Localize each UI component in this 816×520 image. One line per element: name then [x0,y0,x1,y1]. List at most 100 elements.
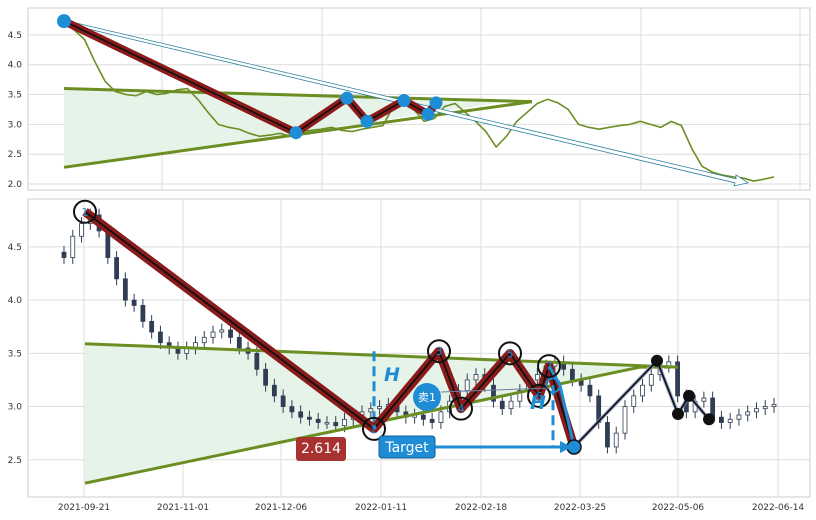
bottom-panel: 2.5 3.0 3.5 4.0 4.5 2021-09-21 2021-11-0… [8,198,811,513]
breakout-marker [545,377,561,394]
pattern-point-circle [73,199,97,224]
post-pattern-point [672,407,684,420]
candle-body [534,374,540,381]
candle-body [640,384,645,397]
candle-body [727,418,733,423]
bottom-y-tick-label: 3.0 [8,403,23,413]
candle-body [219,329,225,333]
candle-body [675,361,680,397]
pattern-point-label: 5 [507,347,514,360]
bottom-y-tick-label: 4.5 [8,243,22,253]
candle-body [745,411,751,416]
post-pattern-point [651,354,663,367]
candle-body [622,406,628,434]
x-tick-label: 2021-09-21 [58,503,110,513]
candle-body [307,416,312,420]
candle-body [499,400,505,410]
candle-body [263,368,269,386]
h-measure-label: H [530,392,546,414]
post-pattern-point [683,389,695,402]
candle-body [324,422,330,425]
zigzag-core [84,211,575,448]
pattern-point-label: 1 [82,206,89,219]
x-tick-label: 2022-03-25 [554,503,606,513]
candle-body [517,390,523,402]
candle-body [70,235,76,258]
candle-body [464,379,470,391]
candle-body [771,404,777,407]
candle-body [754,408,759,413]
candle-body [605,422,610,448]
candle-body [377,406,382,410]
pattern-point [429,96,443,110]
candle-body [333,422,339,427]
bottom-panel-frame [27,198,811,498]
pattern-point [340,91,354,105]
x-tick-label: 2022-01-11 [355,503,407,513]
breakout-value-box [296,437,346,461]
bottom-y-ticks: 2.5 3.0 3.5 4.0 4.5 [8,243,23,466]
top-panel: 2.0 2.5 3.0 3.5 4.0 4.5 [8,7,811,191]
candle-body [149,320,155,333]
x-tick-label: 2022-06-14 [752,503,805,513]
candle-body [701,397,707,402]
candle-body [438,411,444,423]
candle-body [210,331,216,338]
target-arrow-head [560,441,572,453]
top-y-tick-label: 4.5 [8,31,22,41]
pattern-point-circle [362,416,386,441]
breakout-value-label: 2.614 [301,441,341,457]
pattern-point [57,14,71,29]
candle-body [315,418,321,423]
candle-body [280,395,286,407]
candle-body [114,257,119,280]
pattern-point-circle [498,341,522,366]
pattern-point-label: 6 [536,390,543,403]
candle-body [368,408,374,413]
top-y-tick-label: 4.0 [8,61,23,71]
candle-body [473,374,479,381]
bottom-x-ticks: 2021-09-21 2021-11-01 2021-12-06 2022-01… [58,503,805,513]
candle-body [762,406,768,410]
x-tick-label: 2022-02-18 [455,503,508,513]
candle-body [508,400,514,410]
x-tick-label: 2021-12-06 [255,503,308,513]
candle-body [429,418,435,423]
top-y-tick-label: 2.5 [8,150,22,160]
pattern-point [360,114,374,128]
candle-body [569,368,575,381]
h-measure-label: H [384,364,400,386]
top-panel-frame [27,7,811,191]
candle-body [236,336,242,349]
candle-body [719,416,724,423]
candle-body [298,411,304,418]
top-y-tick-label: 3.0 [8,120,23,130]
candle-body [254,352,260,370]
bottom-y-tick-label: 2.5 [8,456,22,466]
sell-signal-pointer [440,387,551,393]
top-y-ticks: 2.0 2.5 3.0 3.5 4.0 4.5 [8,31,23,190]
top-y-tick-label: 2.0 [8,180,23,190]
pattern-point-label: 4 [458,403,465,416]
post-pattern-point [703,413,715,426]
top-y-tick-label: 3.5 [8,91,22,101]
sell-signal-label: 卖1 [418,391,436,404]
x-tick-label: 2021-11-01 [157,503,209,513]
pattern-point-circle [527,383,551,408]
pattern-point [289,126,303,140]
candle-body [648,374,654,386]
candle-body [289,406,295,413]
candle-body [228,329,233,338]
bottom-marks: 1 2 3 4 5 6 7 [61,199,777,485]
candle-body [271,384,277,397]
candle-body [79,223,84,237]
channel-upper-line [84,342,679,369]
price-line [63,21,775,182]
candle-body [587,384,593,397]
pattern-point-label: 2 [371,423,378,436]
pattern-point-label: 7 [546,360,553,373]
pattern-point-circle [537,354,561,379]
candle-body [491,384,496,402]
candle-body [342,418,347,427]
